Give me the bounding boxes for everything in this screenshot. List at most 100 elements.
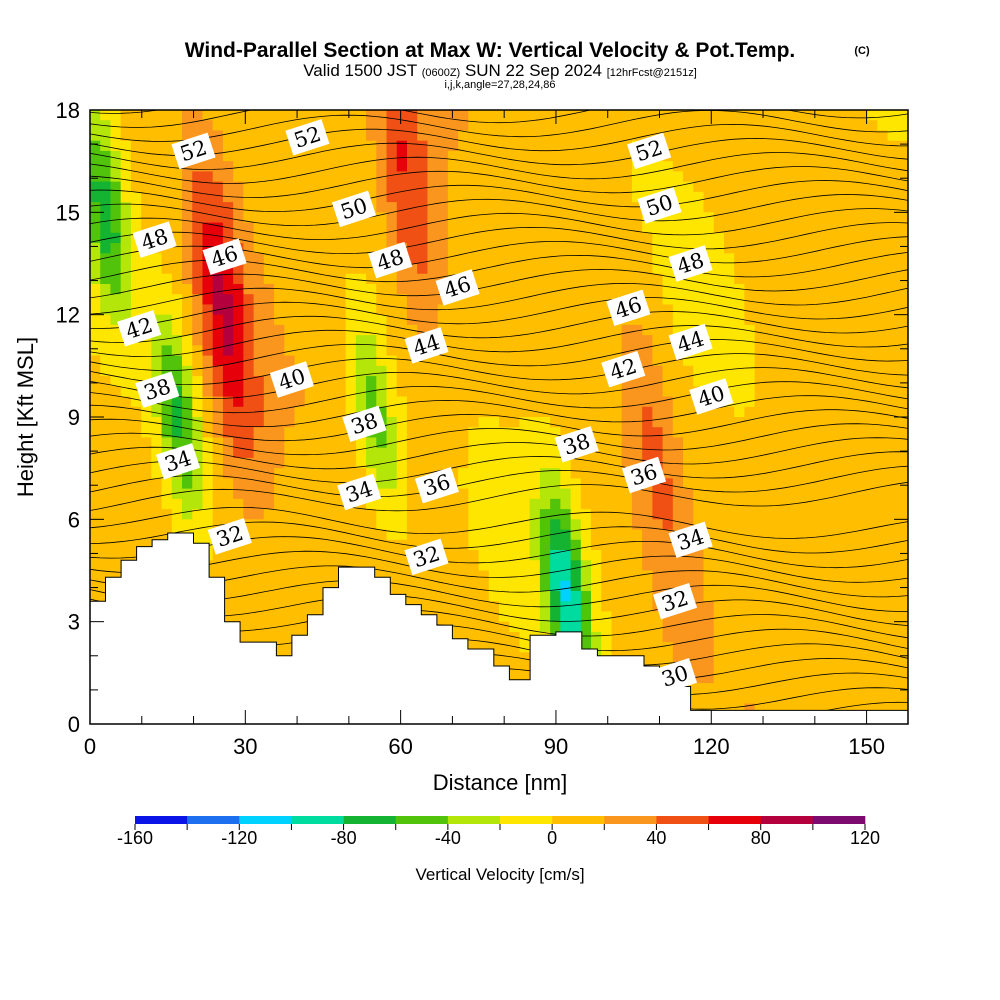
field-cell xyxy=(703,161,715,172)
field-cell xyxy=(233,478,244,490)
field-cell xyxy=(826,457,838,469)
field-cell xyxy=(499,283,510,295)
field-cell xyxy=(795,294,807,306)
field-cell xyxy=(836,652,848,664)
field-cell xyxy=(703,273,715,285)
field-cell xyxy=(642,550,653,561)
field-cell xyxy=(274,427,285,439)
field-cell xyxy=(805,703,817,715)
field-cell xyxy=(611,283,623,295)
field-cell xyxy=(846,130,858,142)
x-tick-label: 120 xyxy=(693,734,730,759)
field-cell xyxy=(100,406,112,418)
field-cell xyxy=(417,222,429,234)
field-cell xyxy=(314,110,326,121)
field-cell xyxy=(110,130,122,142)
field-cell xyxy=(509,191,521,203)
field-cell xyxy=(212,294,224,306)
field-cell xyxy=(611,498,623,510)
field-cell xyxy=(478,560,490,572)
field-cell xyxy=(570,560,582,572)
field-cell xyxy=(580,478,592,490)
field-cell xyxy=(468,181,480,193)
field-cell xyxy=(314,191,326,203)
field-cell xyxy=(734,222,745,234)
field-cell xyxy=(785,396,797,408)
field-cell xyxy=(754,652,766,664)
field-cell xyxy=(693,294,705,306)
field-cell xyxy=(171,498,183,510)
field-cell xyxy=(611,417,623,428)
field-cell xyxy=(519,590,531,602)
field-cell xyxy=(642,560,653,572)
field-cell xyxy=(355,253,367,265)
field-cell xyxy=(867,683,878,694)
field-cell xyxy=(417,406,429,418)
field-cell xyxy=(314,560,326,572)
field-cell xyxy=(171,406,183,418)
field-cell xyxy=(631,488,643,500)
field-cell xyxy=(652,243,664,254)
field-cell xyxy=(499,468,510,479)
field-cell xyxy=(713,550,725,561)
field-cell xyxy=(130,427,142,439)
field-cell xyxy=(488,478,500,490)
field-cell xyxy=(805,611,817,623)
field-cell xyxy=(795,529,807,541)
field-cell xyxy=(110,171,122,183)
field-cell xyxy=(202,191,214,203)
field-cell xyxy=(856,498,868,510)
field-cell xyxy=(233,304,244,316)
field-cell xyxy=(447,161,459,172)
field-cell xyxy=(815,519,827,531)
field-cell xyxy=(703,642,715,653)
field-cell xyxy=(887,601,899,613)
field-cell xyxy=(785,693,797,705)
field-cell xyxy=(560,406,572,418)
field-cell xyxy=(396,181,408,193)
field-cell xyxy=(427,232,439,244)
field-cell xyxy=(304,273,316,285)
field-cell xyxy=(130,529,142,541)
field-cell xyxy=(325,314,336,326)
field-cell xyxy=(703,427,715,439)
field-cell xyxy=(345,314,357,326)
field-cell xyxy=(222,437,234,449)
field-cell xyxy=(846,222,858,234)
field-cell xyxy=(100,263,112,275)
field-cell xyxy=(693,447,705,459)
field-cell xyxy=(703,550,715,561)
field-cell xyxy=(386,283,398,295)
field-cell xyxy=(345,457,357,469)
field-cell xyxy=(805,457,817,469)
field-cell xyxy=(212,191,224,203)
field-cell xyxy=(110,406,122,418)
field-cell xyxy=(406,232,418,244)
field-cell xyxy=(325,550,336,561)
field-cell xyxy=(253,212,265,224)
field-cell xyxy=(580,457,592,469)
field-cell xyxy=(734,672,745,684)
field-cell xyxy=(509,253,521,265)
field-cell xyxy=(795,703,807,715)
field-cell xyxy=(713,590,725,602)
field-cell xyxy=(867,161,878,172)
field-cell xyxy=(458,191,469,203)
field-cell xyxy=(764,130,776,142)
field-cell xyxy=(713,683,725,694)
field-cell xyxy=(887,580,899,592)
field-cell xyxy=(826,181,838,193)
field-cell xyxy=(478,396,490,408)
field-cell xyxy=(161,396,173,408)
field-cell xyxy=(621,417,633,428)
field-cell xyxy=(805,529,817,541)
field-cell xyxy=(723,693,735,705)
field-cell xyxy=(672,355,684,367)
field-cell xyxy=(499,202,510,213)
field-cell xyxy=(754,150,766,162)
field-cell xyxy=(335,243,347,254)
field-cell xyxy=(478,253,490,265)
field-cell xyxy=(672,110,684,121)
field-cell xyxy=(417,212,429,224)
field-cell xyxy=(161,355,173,367)
